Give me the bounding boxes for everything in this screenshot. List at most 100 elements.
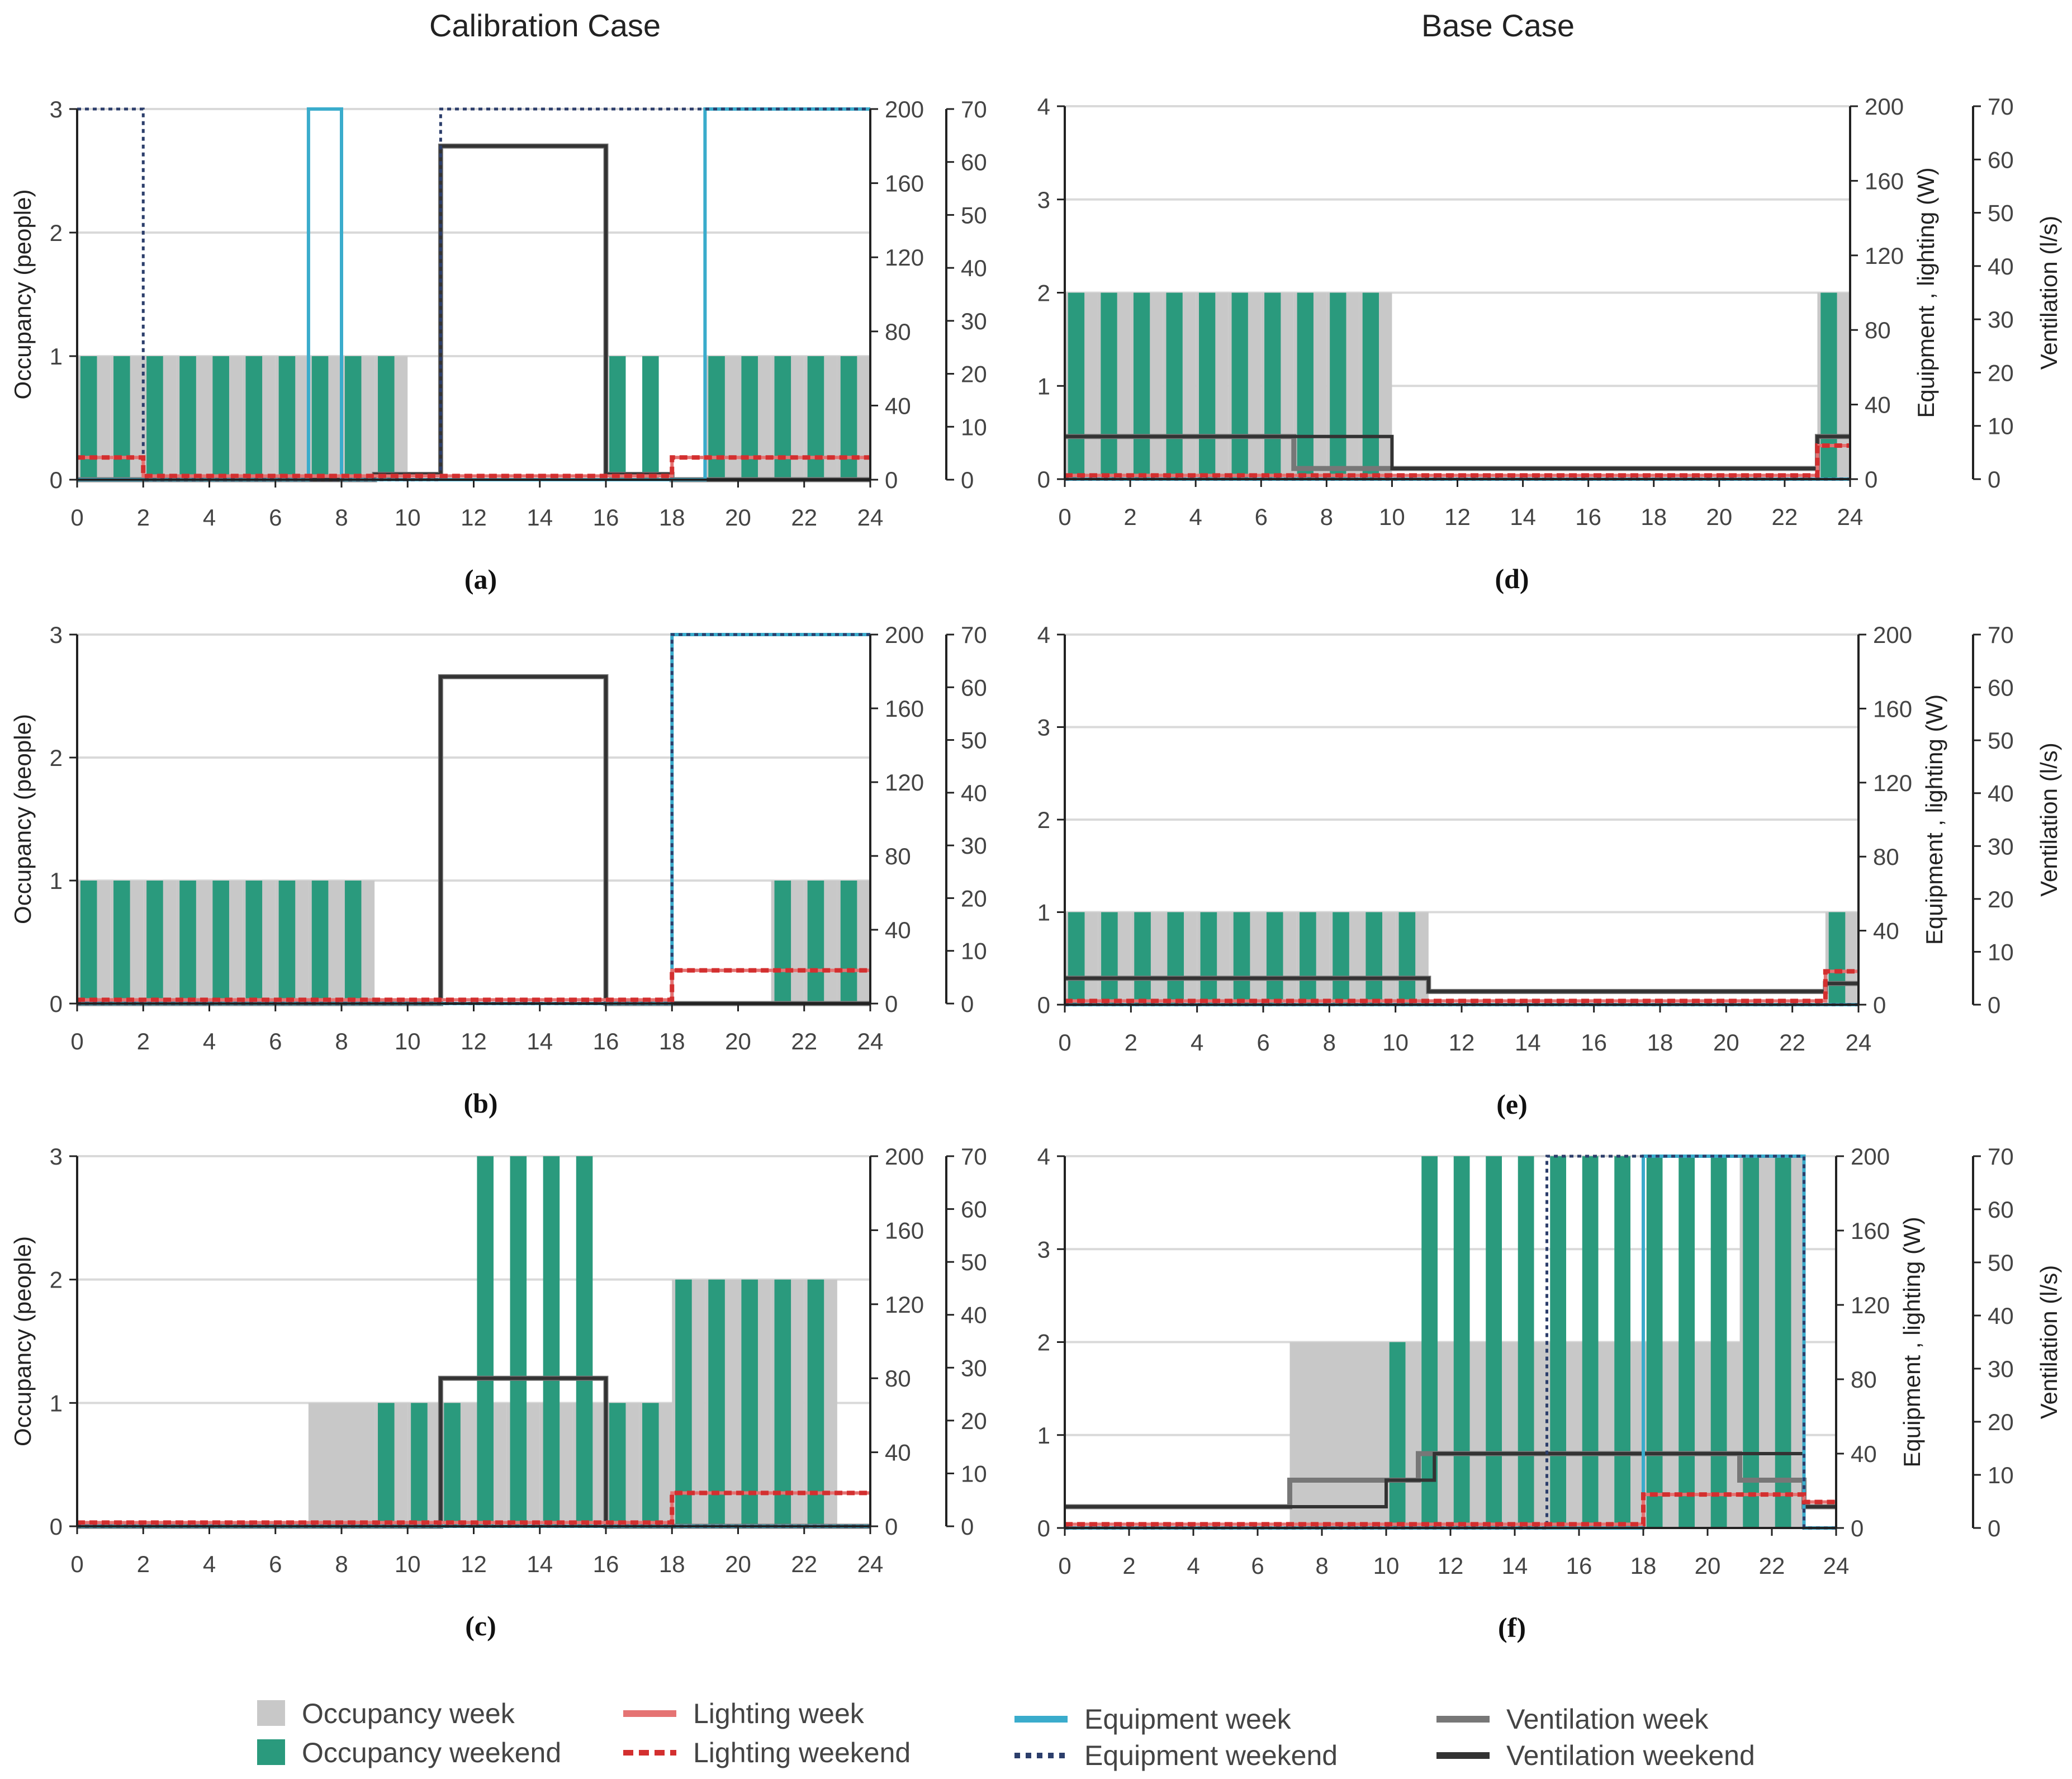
y3-tick-label: 50 <box>1988 727 2014 754</box>
y3-tick-label: 70 <box>961 622 987 648</box>
y3-tick-label: 30 <box>961 1355 987 1381</box>
series-ventilation-weekend <box>1065 976 1858 993</box>
y-tick-label: 3 <box>1037 187 1050 213</box>
bar-occupancy-weekend <box>1264 292 1281 479</box>
legend-label: Occupancy week <box>302 1698 515 1729</box>
y3-tick-label: 0 <box>961 991 974 1017</box>
y-tick-label: 0 <box>50 1513 63 1540</box>
y2-tick-label: 120 <box>885 769 924 796</box>
series-lighting-weekend <box>77 1491 870 1525</box>
bar-occupancy-weekend <box>840 356 857 480</box>
bar-occupancy-weekend <box>378 356 395 480</box>
y3-tick-label: 0 <box>961 467 974 493</box>
legend-item-ventilation-weekend: Ventilation weekend <box>1436 1740 1755 1771</box>
x-tick-label: 14 <box>527 1551 553 1577</box>
y3-tick-label: 40 <box>961 1302 987 1328</box>
bar-occupancy-weekend <box>146 881 163 1004</box>
y3-tick-label: 70 <box>1988 93 2014 120</box>
x-tick-label: 6 <box>269 1028 282 1054</box>
x-tick-label: 24 <box>1823 1553 1850 1579</box>
y2-tick-label: 0 <box>1873 992 1886 1018</box>
x-tick-label: 18 <box>659 1551 685 1577</box>
x-tick-label: 0 <box>70 504 83 531</box>
x-tick-label: 10 <box>1382 1029 1409 1056</box>
legend-label: Equipment week <box>1084 1704 1292 1735</box>
y-tick-label: 0 <box>50 991 63 1017</box>
x-tick-label: 0 <box>1058 1029 1071 1056</box>
y3-tick-label: 20 <box>1988 1409 2014 1435</box>
bar-occupancy-week <box>342 1403 375 1526</box>
y-tick-label: 1 <box>50 868 63 894</box>
y2-axis-title: Equipment , lighting (W) <box>1913 167 1939 418</box>
bar-occupancy-weekend <box>179 881 196 1004</box>
x-tick-label: 4 <box>203 1551 216 1577</box>
bar-occupancy-weekend <box>543 1156 560 1526</box>
x-tick-label: 20 <box>725 504 751 531</box>
bar-occupancy-weekend <box>1775 1156 1791 1528</box>
y-tick-label: 3 <box>50 1143 63 1170</box>
bar-occupancy-weekend <box>642 1403 659 1526</box>
y3-tick-label: 60 <box>1988 146 2014 173</box>
y3-tick-label: 20 <box>961 1408 987 1434</box>
y3-tick-label: 20 <box>1988 359 2014 386</box>
x-tick-label: 12 <box>1438 1553 1464 1579</box>
x-tick-label: 8 <box>1320 504 1333 530</box>
bar-occupancy-weekend <box>1101 912 1118 1005</box>
bar-occupancy-weekend <box>510 1156 527 1526</box>
bar-occupancy-weekend <box>311 881 329 1004</box>
x-tick-label: 20 <box>1713 1029 1739 1056</box>
y2-tick-label: 0 <box>1851 1515 1864 1541</box>
legend-label: Lighting week <box>693 1698 865 1729</box>
y-tick-label: 2 <box>1037 807 1050 833</box>
series-lighting-weekend <box>77 455 870 479</box>
bar-occupancy-weekend <box>774 1279 791 1526</box>
bar-occupancy-weekend <box>675 1279 692 1526</box>
x-tick-label: 14 <box>1515 1029 1541 1056</box>
x-tick-label: 12 <box>1449 1029 1475 1056</box>
y-tick-label: 3 <box>50 622 63 648</box>
x-tick-label: 2 <box>1125 1029 1137 1056</box>
bar-occupancy-weekend <box>411 1403 428 1526</box>
y3-tick-label: 0 <box>1988 992 2000 1018</box>
y2-tick-label: 160 <box>1851 1218 1890 1244</box>
x-tick-label: 10 <box>1373 1553 1400 1579</box>
bar-occupancy-weekend <box>642 356 659 480</box>
y3-tick-label: 60 <box>961 149 987 176</box>
y2-tick-label: 80 <box>885 1365 911 1392</box>
bar-occupancy-weekend <box>840 881 857 1004</box>
x-tick-label: 22 <box>791 504 817 531</box>
y2-tick-label: 0 <box>885 991 898 1017</box>
legend-item-occupancy-week: Occupancy week <box>257 1698 515 1729</box>
y2-tick-label: 80 <box>885 319 911 345</box>
x-tick-label: 4 <box>1191 1029 1203 1056</box>
series-lighting-weekend <box>1065 1492 1836 1527</box>
y2-tick-label: 40 <box>1873 918 1899 944</box>
y2-tick-label: 120 <box>885 244 924 271</box>
y3-tick-label: 10 <box>1988 413 2014 439</box>
series-equipment-weekend <box>77 107 870 481</box>
y2-tick-label: 40 <box>885 917 911 943</box>
x-tick-label: 4 <box>1189 504 1202 530</box>
bar-occupancy-weekend <box>311 356 329 480</box>
x-tick-label: 18 <box>659 504 685 531</box>
bar-occupancy-weekend <box>179 356 196 480</box>
y3-tick-label: 10 <box>1988 939 2014 965</box>
y3-tick-label: 70 <box>1988 1143 2014 1170</box>
series-lighting-weekend <box>77 968 870 1002</box>
y-axis-title: Occupancy (people) <box>10 190 36 400</box>
y-tick-label: 1 <box>1037 373 1050 399</box>
x-tick-label: 4 <box>1187 1553 1199 1579</box>
y-axis-title: Occupancy (people) <box>10 714 36 924</box>
x-tick-label: 2 <box>137 504 150 531</box>
x-tick-label: 22 <box>1779 1029 1805 1056</box>
series-equipment-week <box>77 107 870 481</box>
bar-occupancy-weekend <box>1820 292 1837 479</box>
bar-occupancy-weekend <box>80 881 97 1004</box>
y2-tick-label: 120 <box>1851 1292 1890 1318</box>
bar-occupancy-weekend <box>1646 1156 1663 1528</box>
y2-tick-label: 80 <box>1851 1366 1877 1393</box>
y2-tick-label: 120 <box>885 1291 924 1318</box>
x-tick-label: 14 <box>1510 504 1536 530</box>
bar-occupancy-weekend <box>1828 912 1846 1005</box>
